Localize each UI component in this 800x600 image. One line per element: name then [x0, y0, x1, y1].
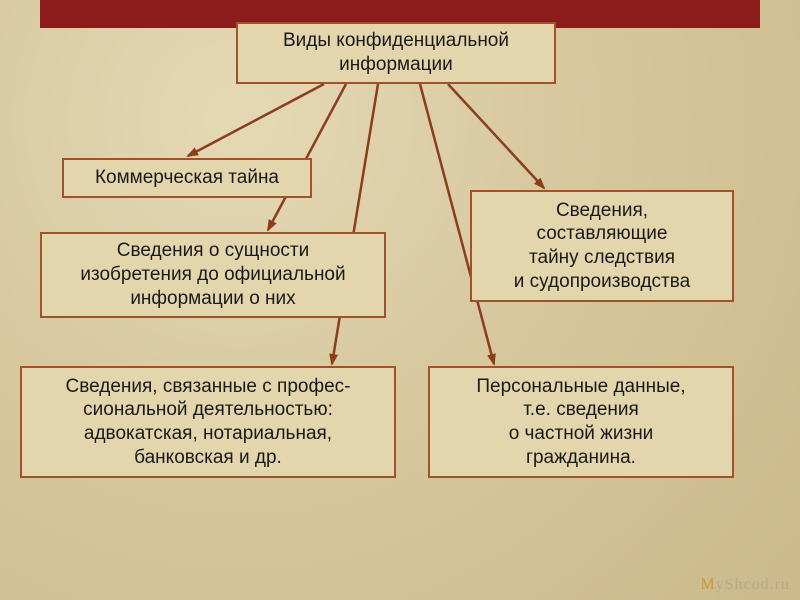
leaf-node-label: Коммерческая тайна	[95, 166, 279, 190]
leaf-node-n1: Коммерческая тайна	[62, 158, 312, 198]
root-node-label: Виды конфиденциальнойинформации	[283, 29, 509, 77]
leaf-node-n5: Персональные данные,т.е. сведенияо частн…	[428, 366, 734, 478]
leaf-node-n2: Сведения о сущностиизобретения до официа…	[40, 232, 386, 318]
leaf-node-n4: Сведения,составляющиетайну следствияи су…	[470, 190, 734, 302]
watermark: MyShcod.ru	[700, 576, 790, 594]
root-node: Виды конфиденциальнойинформации	[236, 22, 556, 84]
leaf-node-label: Сведения о сущностиизобретения до официа…	[80, 239, 345, 310]
leaf-node-label: Персональные данные,т.е. сведенияо частн…	[476, 375, 685, 470]
watermark-rest: yShcod.ru	[716, 576, 790, 593]
watermark-first-char: M	[700, 576, 715, 593]
leaf-node-label: Сведения,составляющиетайну следствияи су…	[514, 199, 690, 294]
leaf-node-label: Сведения, связанные с профес-сиональной …	[65, 375, 350, 470]
leaf-node-n3: Сведения, связанные с профес-сиональной …	[20, 366, 396, 478]
